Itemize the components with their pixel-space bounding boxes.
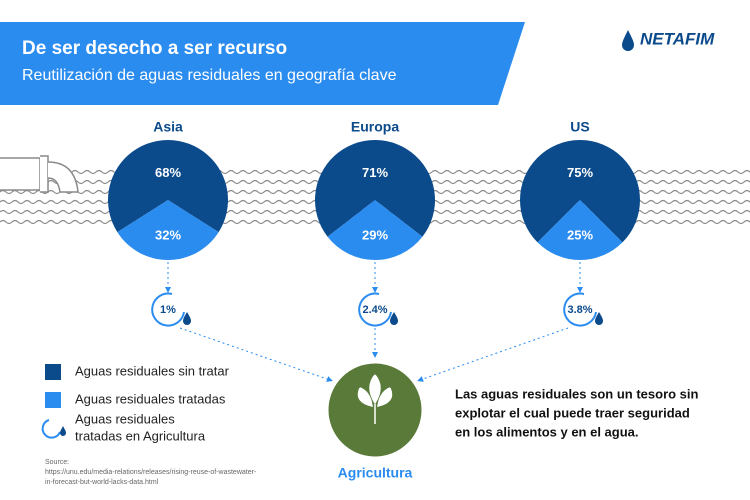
legend: Aguas residuales sin tratar Aguas residua… bbox=[41, 363, 230, 443]
source-line: https://unu.edu/media-relations/releases… bbox=[45, 469, 257, 476]
pie-slice bbox=[315, 140, 435, 237]
source-line: in-forecast-but-world-lacks-data.html bbox=[45, 479, 159, 486]
source: Source: https://unu.edu/media-relations/r… bbox=[45, 459, 257, 486]
pipe bbox=[0, 155, 79, 193]
share-drop bbox=[183, 312, 191, 325]
hub-label: Agricultura bbox=[338, 465, 413, 481]
subtitle: Reutilización de aguas residuales en geo… bbox=[22, 67, 397, 84]
caption-line: Las aguas residuales son un tesoro sin bbox=[455, 386, 699, 401]
caption: Las aguas residuales son un tesoro sin ex… bbox=[455, 386, 699, 439]
share-label: 2.4% bbox=[362, 304, 387, 316]
legend-label: Aguas residuales sin tratar bbox=[75, 363, 230, 378]
share-drop bbox=[595, 312, 603, 325]
share-ring bbox=[358, 292, 392, 327]
caption-line: en los alimentos y en el agua. bbox=[455, 424, 639, 439]
pie-title: Europa bbox=[351, 119, 399, 135]
pie-slice bbox=[117, 200, 219, 260]
slice-label: 29% bbox=[362, 227, 388, 242]
legend-label: tratadas en Agricultura bbox=[75, 428, 206, 443]
arrow-hub bbox=[417, 327, 569, 382]
pie-slice bbox=[327, 200, 423, 261]
slice-label: 25% bbox=[567, 227, 593, 242]
pie-slice bbox=[520, 140, 640, 243]
legend-swatch bbox=[45, 392, 61, 408]
share-label: 1% bbox=[160, 304, 176, 316]
legend-drop bbox=[60, 426, 66, 436]
agriculture-ring bbox=[325, 360, 425, 460]
caption-line: explotar el cual puede traer seguridad bbox=[455, 405, 690, 420]
legend-ring bbox=[41, 419, 61, 439]
slice-label: 75% bbox=[567, 165, 593, 180]
pie-slice bbox=[107, 140, 228, 233]
logo-drop bbox=[622, 30, 634, 51]
pie-title: US bbox=[570, 119, 589, 135]
share-ring bbox=[151, 292, 185, 327]
arrow-hub bbox=[179, 327, 333, 382]
slice-label: 68% bbox=[155, 165, 181, 180]
legend-label: Aguas residuales tratadas bbox=[75, 391, 226, 406]
brand: NETAFIM bbox=[640, 29, 715, 48]
header-banner bbox=[0, 22, 525, 105]
share-drop bbox=[390, 312, 398, 325]
slice-label: 32% bbox=[155, 227, 181, 242]
legend-swatch bbox=[45, 364, 61, 380]
slice-label: 71% bbox=[362, 165, 388, 180]
source-line: Source: bbox=[45, 459, 69, 466]
pie-slice bbox=[537, 200, 623, 260]
share-ring bbox=[563, 292, 597, 327]
legend-label: Aguas residuales bbox=[75, 411, 175, 426]
plant-icon bbox=[357, 374, 393, 424]
title: De ser desecho a ser recurso bbox=[22, 38, 287, 59]
pie-title: Asia bbox=[153, 119, 183, 135]
share-label: 3.8% bbox=[567, 304, 592, 316]
